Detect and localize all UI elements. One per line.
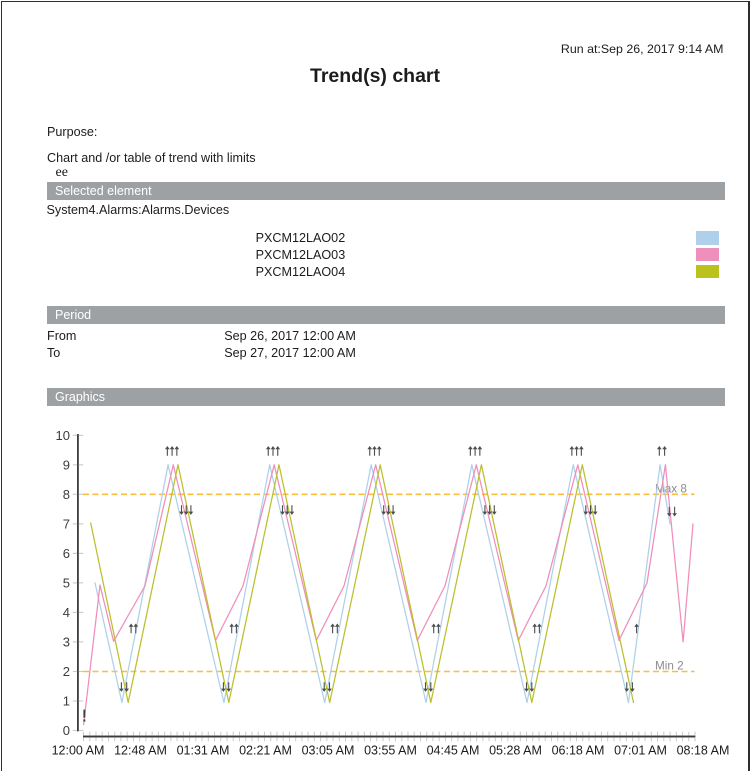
svg-text:07:01 AM: 07:01 AM [614,744,667,758]
svg-text:4: 4 [63,605,70,620]
svg-text:7: 7 [63,517,70,532]
svg-text:08:18 AM: 08:18 AM [677,744,730,758]
svg-text:5: 5 [63,576,70,591]
svg-text:2: 2 [63,664,70,679]
svg-text:0: 0 [63,723,70,738]
svg-text:Max 8: Max 8 [655,482,687,495]
svg-text:04:45 AM: 04:45 AM [427,744,480,758]
svg-text:10: 10 [56,428,70,443]
svg-text:06:18 AM: 06:18 AM [552,744,605,758]
svg-text:6: 6 [63,546,70,561]
svg-text:03:55 AM: 03:55 AM [364,744,417,758]
svg-text:12:00 AM: 12:00 AM [52,744,105,758]
svg-text:05:28 AM: 05:28 AM [489,744,542,758]
svg-text:9: 9 [63,457,70,472]
svg-text:8: 8 [63,487,70,502]
svg-text:02:21 AM: 02:21 AM [239,744,292,758]
svg-text:Min 2: Min 2 [655,660,684,673]
svg-text:1: 1 [63,694,70,709]
svg-text:03:05 AM: 03:05 AM [302,744,355,758]
svg-text:12:48 AM: 12:48 AM [114,744,167,758]
svg-text:01:31 AM: 01:31 AM [177,744,230,758]
svg-text:3: 3 [63,635,70,650]
